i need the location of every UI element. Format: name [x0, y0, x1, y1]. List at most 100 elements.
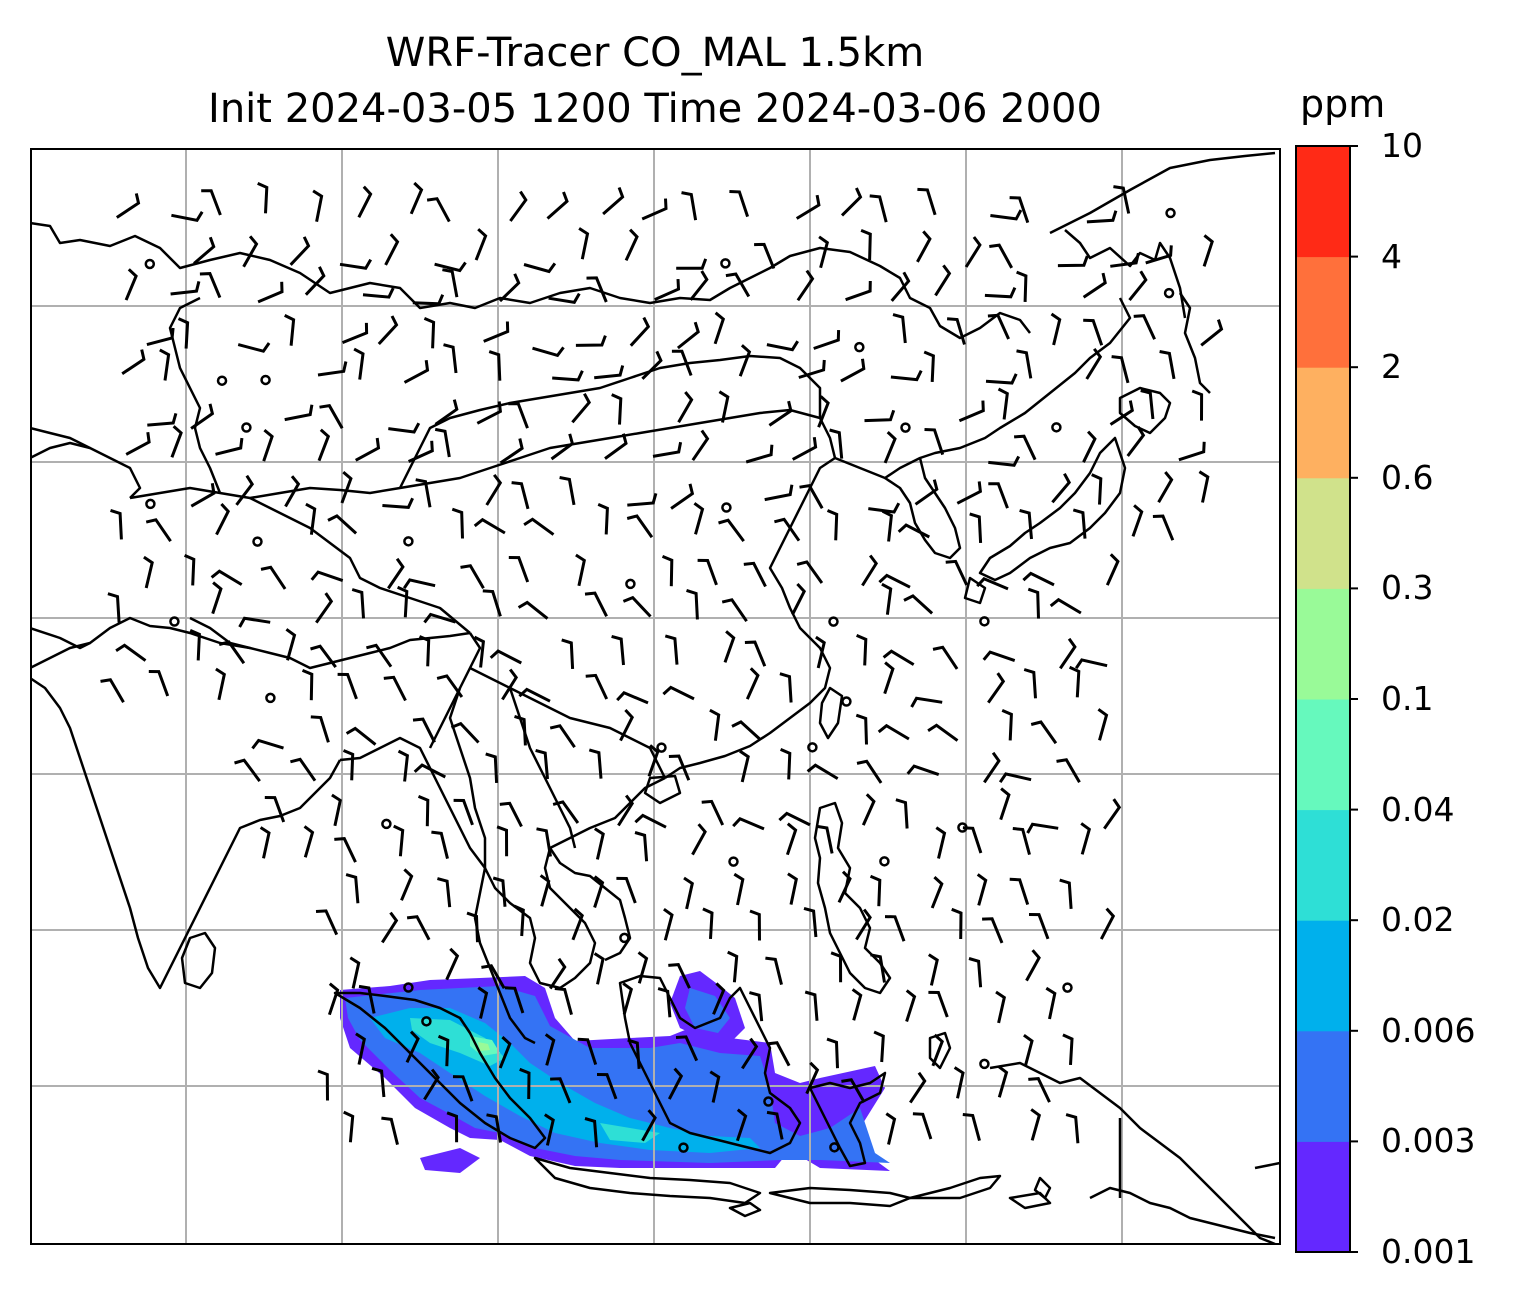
wind-barb	[611, 634, 625, 666]
wind-barb	[928, 990, 949, 1018]
wind-barb	[310, 570, 344, 583]
wind-barb	[466, 911, 479, 943]
wind-barb	[400, 868, 414, 901]
wind-barb	[840, 187, 863, 217]
coastline-segment	[1033, 1176, 1052, 1200]
wind-barb	[1019, 508, 1033, 540]
wind-barb	[554, 987, 573, 1015]
wind-barb	[546, 191, 569, 220]
wind-barb	[744, 640, 767, 667]
calm-wind-circle	[1051, 422, 1062, 433]
wind-barb	[577, 1037, 598, 1066]
wind-barb	[559, 476, 576, 506]
wind-barb	[721, 598, 748, 623]
wind-barb	[932, 645, 959, 670]
coastline-segment	[978, 436, 1127, 582]
wind-barb	[905, 989, 917, 1022]
wind-barb	[353, 347, 365, 380]
wind-barb	[145, 518, 172, 543]
calm-wind-circle	[619, 932, 630, 944]
wind-barb	[745, 444, 774, 464]
map-frame	[30, 148, 1281, 1245]
wind-barb	[641, 1109, 657, 1142]
calm-wind-circle	[403, 982, 414, 993]
wind-barb	[837, 870, 852, 904]
wind-barb	[890, 271, 911, 302]
wind-barb	[1059, 878, 1073, 910]
wind-barb	[343, 1110, 355, 1143]
wind-barb	[509, 190, 528, 222]
wind-barb	[916, 230, 932, 263]
wind-barb	[1200, 319, 1224, 347]
wind-barb	[499, 801, 523, 828]
wind-barb	[485, 752, 499, 783]
wind-barb	[1109, 400, 1134, 426]
wind-barb	[383, 675, 407, 702]
wind-barb	[946, 317, 966, 345]
wind-barb	[745, 667, 760, 700]
wind-barb	[677, 391, 694, 424]
wind-barb	[912, 1112, 933, 1140]
wind-barb	[881, 582, 893, 615]
wind-barb	[604, 433, 628, 460]
wind-barb	[969, 512, 983, 543]
wind-barb	[345, 873, 360, 904]
wind-barb	[310, 715, 330, 743]
wind-barb	[1026, 822, 1059, 834]
wind-barb	[477, 986, 489, 1019]
wind-barb	[830, 951, 843, 983]
wind-barb	[817, 395, 830, 428]
wind-barb	[337, 672, 358, 700]
wind-barb	[997, 387, 1009, 420]
wind-barb	[766, 1110, 784, 1140]
wind-barb	[816, 824, 834, 854]
wind-barb	[964, 236, 982, 268]
wind-barb	[593, 827, 605, 860]
coastline-segment	[618, 974, 802, 1155]
wind-barb	[622, 595, 652, 618]
colorbar-swatch	[1296, 146, 1350, 258]
wind-barb	[663, 907, 674, 941]
wind-barb	[143, 555, 154, 589]
coastline-segment	[30, 616, 471, 670]
wind-barb	[397, 749, 410, 782]
wind-barb	[683, 876, 694, 910]
wind-barb	[1062, 1033, 1074, 1065]
wind-barb	[668, 963, 691, 989]
wind-barb	[935, 826, 947, 859]
wind-barb	[709, 1070, 721, 1103]
colorbar-swatch	[1296, 920, 1350, 1032]
wind-barb	[765, 956, 783, 985]
wind-barb	[1152, 514, 1175, 541]
wind-barb	[1099, 907, 1116, 940]
wind-barb	[304, 266, 326, 296]
wind-barb	[584, 591, 608, 617]
calm-wind-circle	[807, 742, 818, 753]
wind-barb	[544, 1033, 556, 1066]
wind-barb	[473, 517, 506, 535]
calm-wind-circle	[900, 422, 911, 433]
wind-barb	[1050, 312, 1062, 346]
wind-barb	[434, 427, 451, 458]
coastline-segment	[643, 774, 682, 805]
colorbar-swatch	[1296, 699, 1350, 811]
wind-barb	[930, 875, 944, 909]
wind-barb	[171, 211, 204, 222]
wind-barb	[486, 1113, 502, 1143]
wind-barb	[798, 359, 826, 379]
wind-barb	[147, 412, 178, 427]
wind-barb	[349, 956, 361, 989]
wind-barb	[571, 392, 592, 424]
wind-barb	[210, 569, 243, 586]
coastline-segment	[533, 1156, 762, 1205]
wind-barb	[676, 321, 700, 350]
wind-barb	[539, 874, 551, 907]
wind-barb	[100, 678, 125, 703]
wind-barb	[443, 343, 458, 374]
wind-barb	[984, 286, 1017, 299]
wind-barb	[257, 182, 269, 214]
wind-barb	[1113, 185, 1131, 214]
wind-barb	[388, 422, 421, 434]
wind-barb	[731, 720, 762, 741]
wind-barb	[1133, 314, 1156, 340]
